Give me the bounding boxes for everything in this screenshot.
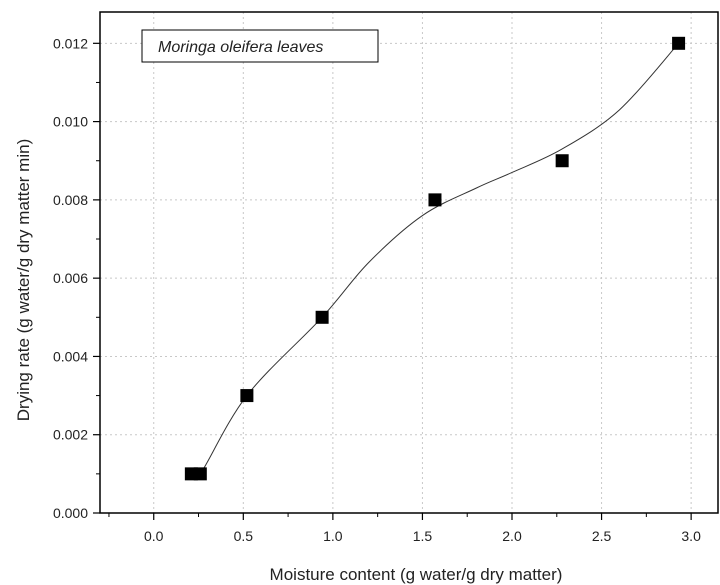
data-point xyxy=(555,154,569,168)
data-point xyxy=(672,36,686,50)
grid-lines xyxy=(100,12,718,514)
data-point xyxy=(315,310,329,324)
y-axis: 0.000 0.002 0.004 0.006 0.008 0.010 0.012 xyxy=(53,35,100,521)
x-tick-label: 3.0 xyxy=(681,528,701,544)
legend: Moringa oleifera leaves xyxy=(141,29,379,63)
plot-frame xyxy=(99,11,719,514)
fit-curve xyxy=(190,42,679,481)
y-tick-label: 0.012 xyxy=(53,35,88,51)
y-tick-label: 0.006 xyxy=(53,270,88,286)
y-tick-label: 0.002 xyxy=(53,427,88,443)
x-tick-label: 2.5 xyxy=(592,528,612,544)
y-tick-label: 0.004 xyxy=(53,348,88,364)
y-axis-title: Drying rate (g water/g dry matter min) xyxy=(14,139,33,421)
y-tick-label: 0.008 xyxy=(53,192,88,208)
data-point xyxy=(193,467,207,481)
data-points xyxy=(184,36,686,481)
data-point xyxy=(240,389,254,403)
x-tick-label: 0.5 xyxy=(234,528,254,544)
y-tick-label: 0.010 xyxy=(53,114,88,130)
x-tick-label: 1.0 xyxy=(323,528,343,544)
legend-box xyxy=(141,29,379,63)
x-tick-label: 1.5 xyxy=(413,528,433,544)
x-axis-title: Moisture content (g water/g dry matter) xyxy=(270,565,563,584)
x-axis: 0.0 0.5 1.0 1.5 2.0 2.5 3.0 xyxy=(108,513,701,544)
legend-series-label: Moringa oleifera leaves xyxy=(158,39,323,56)
x-tick-label: 0.0 xyxy=(144,528,164,544)
data-point xyxy=(428,193,442,207)
x-tick-label: 2.0 xyxy=(502,528,522,544)
y-tick-label: 0.000 xyxy=(53,505,88,521)
